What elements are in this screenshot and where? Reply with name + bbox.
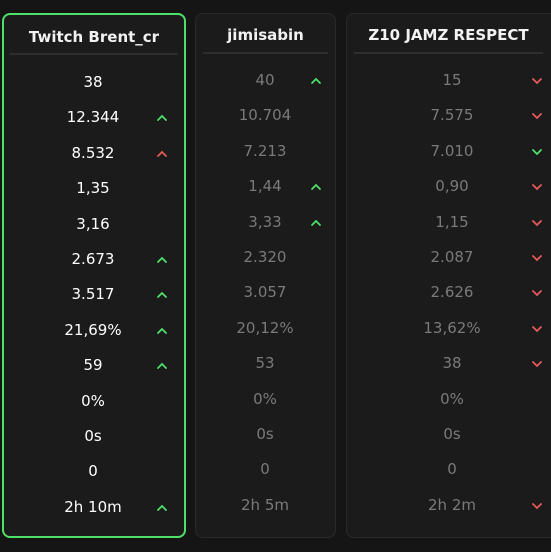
stat-value: 0 bbox=[88, 462, 98, 481]
stat-value: 10.704 bbox=[238, 106, 292, 125]
arrow-stroke bbox=[311, 77, 321, 84]
arrow-stroke bbox=[157, 327, 167, 334]
stat-value: 0s bbox=[84, 427, 102, 445]
trend-up-icon bbox=[157, 504, 167, 511]
trend-down-icon bbox=[532, 325, 542, 333]
stat-value: 0s bbox=[256, 425, 274, 443]
arrow-stroke bbox=[532, 113, 542, 120]
column-panel bbox=[346, 13, 551, 538]
stat-value: 3.057 bbox=[243, 283, 287, 302]
arrow-stroke bbox=[532, 255, 542, 262]
stat-value: 7.010 bbox=[430, 141, 474, 160]
stat-value: 1,35 bbox=[76, 179, 110, 198]
stat-value: 53 bbox=[255, 354, 275, 373]
arrow-stroke bbox=[532, 219, 542, 226]
trend-down-icon bbox=[532, 361, 542, 368]
stat-value: 12.344 bbox=[66, 108, 120, 127]
stat-value: 1,15 bbox=[435, 212, 469, 231]
trend-up-icon bbox=[311, 77, 321, 84]
arrow-stroke bbox=[532, 325, 542, 333]
arrow-stroke bbox=[532, 148, 542, 156]
trend-up-icon bbox=[311, 219, 321, 226]
arrow-stroke bbox=[532, 78, 542, 85]
trend-down-icon bbox=[532, 255, 542, 262]
stat-value: 1,44 bbox=[248, 177, 282, 196]
divider bbox=[354, 52, 543, 54]
trend-down-icon bbox=[532, 290, 542, 297]
trend-up-icon bbox=[311, 183, 321, 191]
stat-value: 0% bbox=[440, 389, 464, 408]
arrow-stroke bbox=[311, 219, 321, 226]
arrow-stroke bbox=[532, 290, 542, 297]
stat-value: 20,12% bbox=[236, 318, 294, 337]
stat-value: 21,69% bbox=[64, 320, 122, 339]
stat-value: 0 bbox=[260, 460, 270, 479]
arrow-stroke bbox=[532, 361, 542, 368]
arrow-stroke bbox=[157, 362, 167, 370]
stat-value: 2h 2m bbox=[428, 495, 476, 514]
stat-value: 0 bbox=[447, 460, 457, 479]
trend-down-icon bbox=[532, 502, 542, 510]
trend-up-icon bbox=[157, 362, 167, 370]
stat-value: 0% bbox=[81, 391, 105, 410]
stat-value: 2.673 bbox=[71, 250, 115, 268]
stat-value: 15 bbox=[442, 71, 462, 89]
stat-value: 2.087 bbox=[430, 248, 474, 266]
divider bbox=[203, 52, 328, 54]
stat-value: 13,62% bbox=[423, 318, 481, 337]
divider bbox=[10, 53, 178, 55]
arrow-stroke bbox=[157, 150, 167, 157]
column-title: Z10 JAMZ RESPECT bbox=[368, 26, 529, 44]
stat-value: 0s bbox=[443, 425, 461, 443]
trend-up-icon bbox=[157, 115, 167, 122]
stat-value: 0% bbox=[253, 389, 277, 408]
trend-down-icon bbox=[532, 184, 542, 191]
stat-value: 2.320 bbox=[243, 248, 287, 266]
arrow-stroke bbox=[157, 115, 167, 122]
column-panel bbox=[2, 13, 186, 538]
arrow-stroke bbox=[157, 256, 167, 263]
trend-down-icon bbox=[532, 148, 542, 156]
stat-value: 3.517 bbox=[71, 285, 115, 304]
stat-value: 2h 10m bbox=[64, 497, 122, 516]
arrow-stroke bbox=[157, 292, 167, 299]
trend-up-icon bbox=[157, 256, 167, 263]
stat-value: 2.626 bbox=[430, 283, 474, 302]
arrow-stroke bbox=[532, 184, 542, 191]
stat-value: 0,90 bbox=[435, 177, 469, 196]
stat-value: 40 bbox=[255, 71, 275, 89]
stat-value: 59 bbox=[83, 356, 103, 375]
stat-value: 3,16 bbox=[76, 214, 110, 233]
stat-value: 7.575 bbox=[430, 106, 474, 125]
arrow-stroke bbox=[532, 502, 542, 510]
trend-up-icon bbox=[157, 292, 167, 299]
trend-up-icon bbox=[157, 150, 167, 157]
stat-value: 3,33 bbox=[248, 212, 282, 231]
trend-down-icon bbox=[532, 78, 542, 85]
column-title: jimisabin bbox=[227, 26, 304, 44]
trend-down-icon bbox=[532, 219, 542, 226]
arrow-stroke bbox=[157, 504, 167, 511]
stat-value: 38 bbox=[442, 354, 462, 373]
stat-value: 7.213 bbox=[243, 141, 287, 160]
stat-value: 2h 5m bbox=[241, 495, 289, 514]
stat-value: 38 bbox=[83, 73, 103, 91]
column-panel bbox=[195, 13, 336, 538]
trend-down-icon bbox=[532, 113, 542, 120]
trend-up-icon bbox=[157, 327, 167, 334]
stat-value: 8.532 bbox=[71, 143, 115, 162]
arrow-stroke bbox=[311, 183, 321, 191]
column-title: Twitch Brent_cr bbox=[28, 28, 160, 46]
